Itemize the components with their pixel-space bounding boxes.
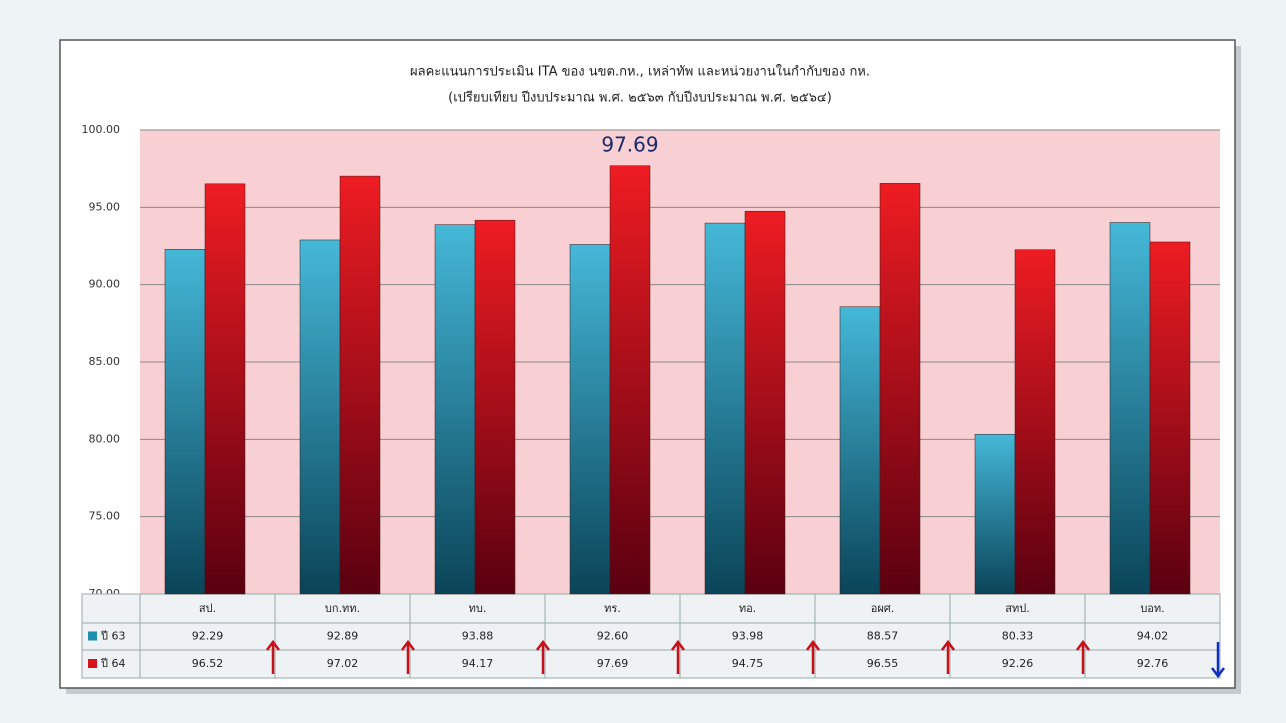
table-value: 92.76 <box>1137 657 1169 670</box>
table-value: 88.57 <box>867 630 899 643</box>
bar <box>745 211 785 594</box>
table-value: 92.89 <box>327 630 359 643</box>
bar <box>165 249 205 594</box>
y-tick-label: 85.00 <box>89 355 121 368</box>
bar <box>1110 222 1150 594</box>
chart-title: ผลคะแนนการประเมิน ITA ของ นขต.กห., เหล่า… <box>410 64 870 80</box>
bar <box>340 176 380 594</box>
x-tick-label: บอท. <box>1140 602 1164 615</box>
y-tick-label: 80.00 <box>89 432 121 445</box>
table-value: 80.33 <box>1002 630 1034 643</box>
chart-subtitle: (เปรียบเทียบ ปีงบประมาณ พ.ศ. ๒๕๖๓ กับปีง… <box>448 90 832 106</box>
table-value: 96.55 <box>867 657 899 670</box>
legend-swatch <box>88 659 97 668</box>
table-value: 92.29 <box>192 630 224 643</box>
bar <box>880 183 920 594</box>
table-value: 94.02 <box>1137 630 1169 643</box>
bar <box>610 166 650 594</box>
table-value: 97.69 <box>597 657 629 670</box>
bar <box>300 240 340 594</box>
y-tick-label: 90.00 <box>89 278 121 291</box>
bar <box>570 244 610 594</box>
bar <box>205 184 245 594</box>
y-tick-label: 100.00 <box>82 123 121 136</box>
table-value: 94.75 <box>732 657 764 670</box>
x-tick-label: สป. <box>199 602 216 615</box>
x-tick-label: ทบ. <box>469 602 487 615</box>
table-value: 93.88 <box>462 630 494 643</box>
chart: ผลคะแนนการประเมิน ITA ของ นขต.กห., เหล่า… <box>0 0 1286 719</box>
table-bg <box>82 594 1220 678</box>
bar <box>435 225 475 594</box>
x-tick-label: ทอ. <box>739 602 756 615</box>
y-tick-label: 95.00 <box>89 200 121 213</box>
table-value: 96.52 <box>192 657 224 670</box>
table-value: 97.02 <box>327 657 359 670</box>
x-tick-label: ทร. <box>604 602 621 615</box>
table-value: 93.98 <box>732 630 764 643</box>
bar <box>840 307 880 594</box>
bar <box>705 223 745 594</box>
bar <box>1150 242 1190 594</box>
x-tick-label: สทป. <box>1005 602 1029 615</box>
x-tick-label: บก.ทท. <box>325 602 360 615</box>
bar <box>975 434 1015 594</box>
bar <box>475 220 515 594</box>
legend-label: ปี 63 <box>100 630 126 643</box>
table-value: 92.60 <box>597 630 629 643</box>
table-value: 92.26 <box>1002 657 1034 670</box>
x-tick-label: อผศ. <box>871 602 895 615</box>
bar <box>1015 250 1055 594</box>
annotation: 97.69 <box>601 133 658 157</box>
legend-label: ปี 64 <box>100 657 126 670</box>
legend-swatch <box>88 632 97 641</box>
y-tick-label: 75.00 <box>89 510 121 523</box>
table-value: 94.17 <box>462 657 494 670</box>
